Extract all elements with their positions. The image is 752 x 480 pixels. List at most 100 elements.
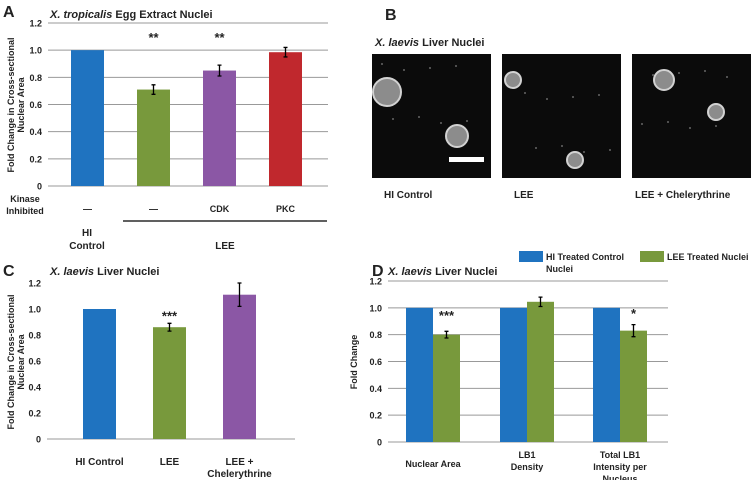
micrograph-label: LEE + Chelerythrine: [635, 190, 731, 201]
nucleus: [566, 151, 584, 169]
speck: [726, 76, 728, 78]
panel-c-ytick-label: 0: [36, 435, 41, 445]
panel-a-row-label: Kinase: [10, 194, 40, 204]
speck: [609, 149, 611, 151]
panel-d-significance: ***: [439, 308, 455, 323]
nucleus: [707, 103, 725, 121]
panel-c-xtick-label: LEE +: [225, 457, 253, 468]
title-italic: X. laevis: [387, 266, 432, 278]
speck: [598, 94, 600, 96]
panel-d-bar: [593, 307, 620, 442]
panel-d-xtick-label: Density: [511, 462, 544, 472]
panel-c-ylabel: Nuclear Area: [16, 333, 26, 389]
panel-c-ylabel: Fold Change in Cross-sectional: [6, 294, 16, 429]
title-italic: X. tropicalis: [49, 9, 112, 21]
nucleus: [653, 69, 675, 91]
panel-d-ytick-label: 0.2: [369, 411, 382, 421]
panel-d-title: X. laevis Liver Nuclei: [387, 266, 497, 278]
panel-c-bar: [223, 294, 256, 439]
panel-d-bar: [620, 330, 647, 442]
panel-a-ytick-label: 0.2: [29, 154, 42, 164]
micrograph-label: HI Control: [384, 190, 433, 201]
panel-c-ytick-label: 0.2: [28, 409, 41, 419]
panel-d-ytick-label: 0.6: [369, 357, 382, 367]
speck: [704, 70, 706, 72]
title-rest: Liver Nuclei: [419, 37, 484, 49]
panel-c-xtick-label: HI Control: [75, 457, 124, 468]
panel-a-title: X. tropicalis Egg Extract Nuclei: [49, 9, 213, 21]
speck: [678, 72, 680, 74]
micrograph-label: LEE: [514, 190, 534, 201]
legend-swatch: [519, 251, 543, 262]
speck: [715, 125, 717, 127]
panel-a-kinase-label: PKC: [276, 204, 296, 214]
speck: [535, 147, 537, 149]
legend-label: HI Treated Control: [546, 252, 624, 262]
panel-c-bar: [153, 327, 186, 439]
panel-a-significance: **: [214, 30, 225, 45]
nucleus: [445, 124, 469, 148]
panel-a-ytick-label: 0.6: [29, 100, 42, 110]
panel-a-ytick-label: 0.4: [29, 127, 42, 137]
speck: [440, 122, 442, 124]
panel-d-bar: [500, 307, 527, 442]
speck: [466, 120, 468, 122]
panel-c-significance: ***: [162, 308, 178, 323]
panel-a-group-label: HI: [82, 228, 92, 239]
nucleus: [372, 77, 402, 107]
panel-a-ylabel: Fold Change in Cross-sectional: [6, 37, 16, 172]
panel-d-ytick-label: 0.8: [369, 330, 382, 340]
panel-c-ytick-label: 0.8: [28, 331, 41, 341]
speck: [652, 74, 654, 76]
panel-c-ytick-label: 0.4: [28, 383, 41, 393]
legend-label: LEE Treated Nuclei: [667, 252, 749, 262]
panel-d-xtick-label: Total LB1: [600, 450, 640, 460]
micrograph-background: [632, 54, 751, 178]
panel-c-title: X. laevis Liver Nuclei: [49, 266, 159, 278]
title-rest: Liver Nuclei: [432, 266, 497, 278]
speck: [546, 98, 548, 100]
panel-a-significance: **: [148, 30, 159, 45]
panel-d-bar: [406, 307, 433, 442]
speck: [583, 151, 585, 153]
panel-d-bar: [527, 301, 554, 442]
panel-c-error-bar: [167, 322, 172, 332]
panel-a-bar: [269, 52, 302, 187]
panel-a-row-label: Inhibited: [6, 206, 44, 216]
speck: [572, 96, 574, 98]
panel-a-group-label: Control: [69, 241, 105, 252]
panel-a-error-bar: [217, 64, 222, 77]
speck: [524, 92, 526, 94]
panel-d-ytick-label: 1.2: [369, 277, 382, 287]
panel-a-bar: [137, 89, 170, 186]
panel-d-significance: *: [631, 306, 637, 321]
speck: [392, 118, 394, 120]
legend-label: Nuclei: [546, 264, 573, 274]
panel-a-kinase-label: —: [83, 204, 92, 214]
title-italic: X. laevis: [374, 37, 419, 49]
panel-d-xtick-label: LB1: [518, 450, 535, 460]
speck: [667, 121, 669, 123]
speck: [561, 145, 563, 147]
panel-d-ytick-label: 0.4: [369, 384, 382, 394]
speck: [689, 127, 691, 129]
panel-d-bar: [433, 334, 460, 442]
panel-a-kinase-label: CDK: [210, 204, 230, 214]
speck: [455, 65, 457, 67]
speck: [381, 63, 383, 65]
panel-c-bar: [83, 309, 116, 439]
nucleus: [504, 71, 522, 89]
panel-label-b: B: [385, 7, 397, 24]
panel-d-xtick-label: Nuclear Area: [405, 459, 461, 469]
panel-d-error-bar: [444, 330, 449, 339]
panel-label-c: C: [3, 263, 15, 280]
micrograph-background: [502, 54, 621, 178]
title-rest: Egg Extract Nuclei: [112, 9, 212, 21]
legend-swatch: [640, 251, 664, 262]
panel-d-ytick-label: 1.0: [369, 303, 382, 313]
panel-c-ytick-label: 1.2: [28, 279, 41, 289]
title-italic: X. laevis: [49, 266, 94, 278]
panel-d-error-bar: [631, 323, 636, 338]
panel-a-bar: [71, 50, 104, 186]
panel-a-ytick-label: 1.2: [29, 19, 42, 29]
